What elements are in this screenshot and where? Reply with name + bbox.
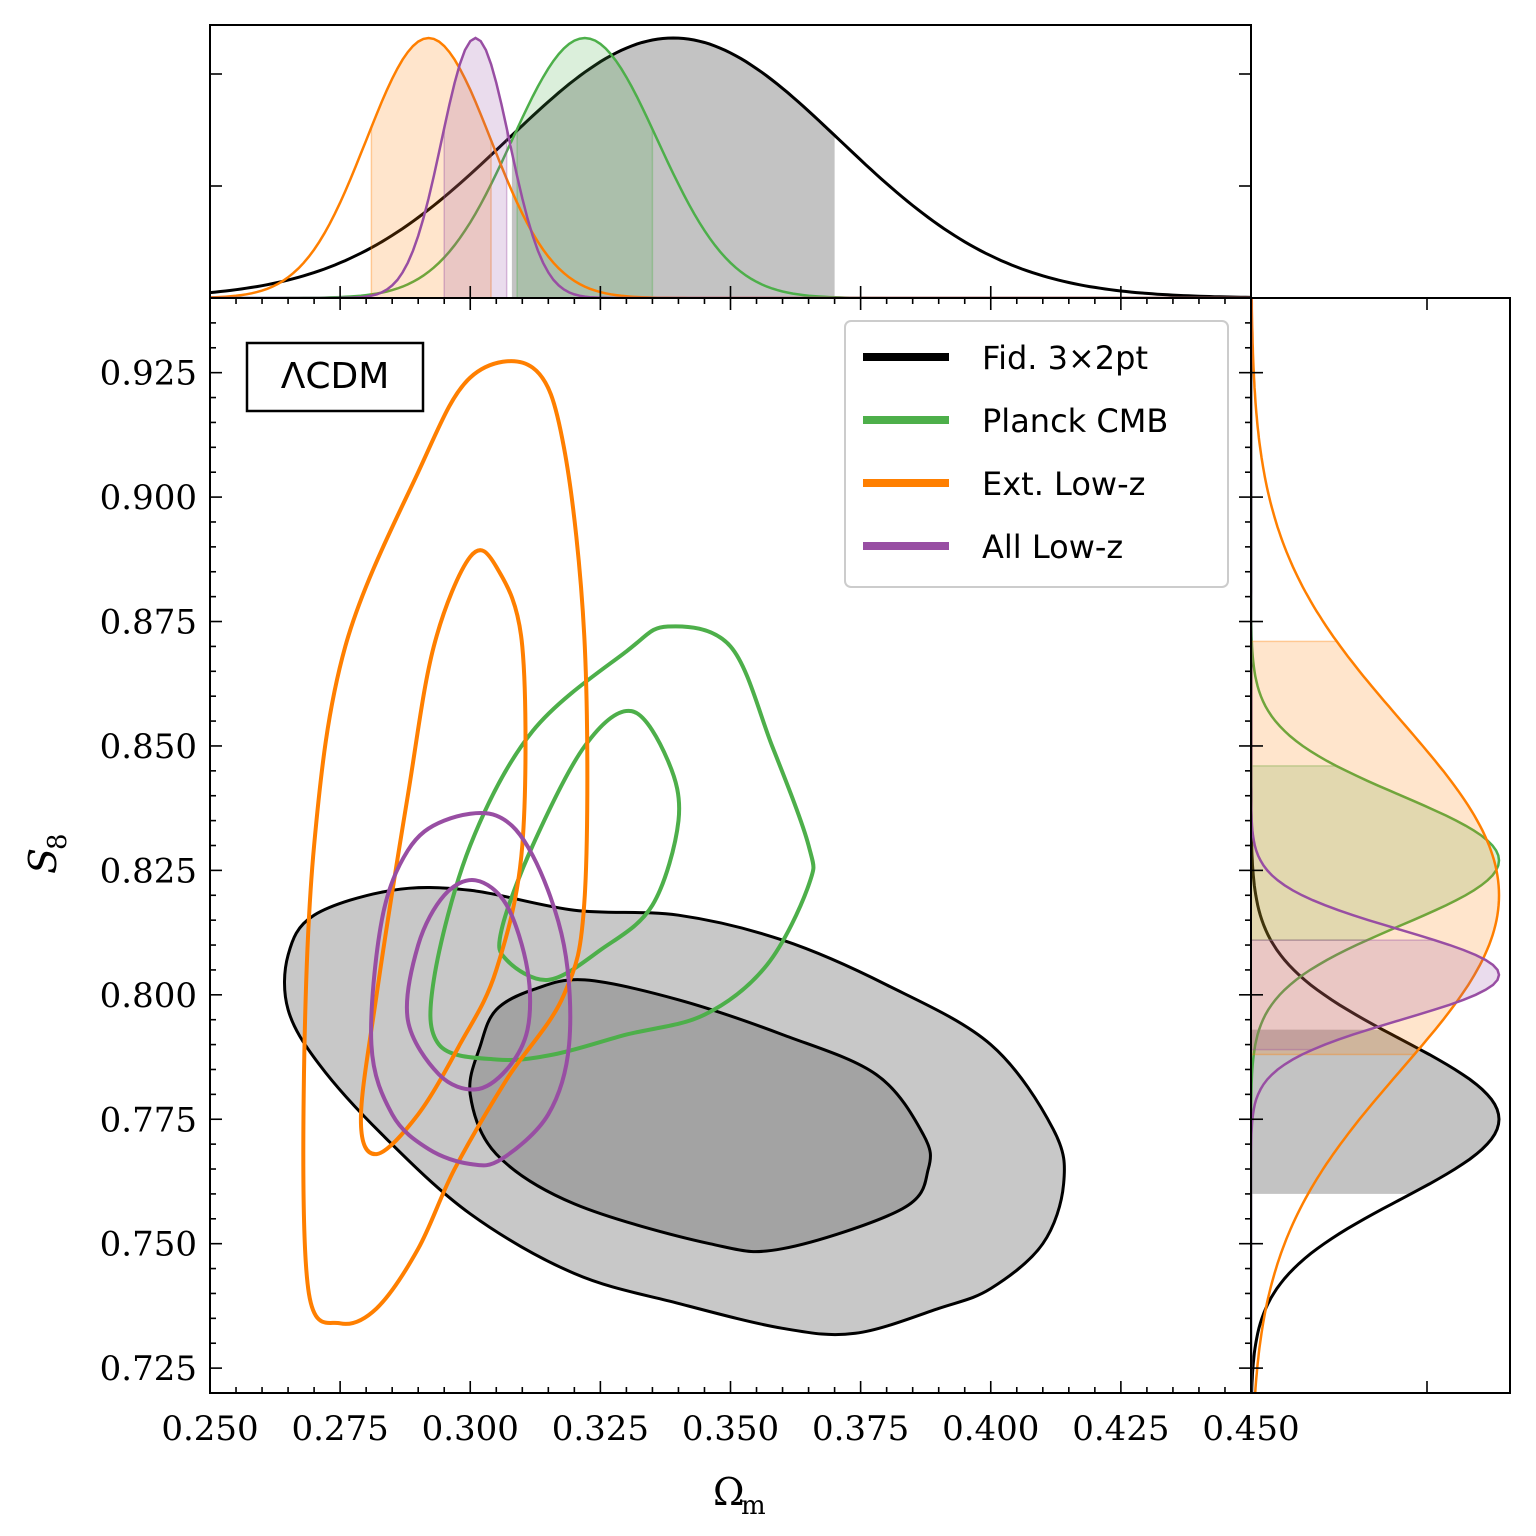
all-contour95 <box>369 811 573 1168</box>
y-tick-label: 0.800 <box>100 976 197 1016</box>
legend-label: Fid. 3×2pt <box>982 339 1148 377</box>
x-tick-label: 0.350 <box>682 1409 779 1449</box>
y-tick-label: 0.900 <box>100 478 197 518</box>
all-marginal-y-curve <box>1251 298 1501 1393</box>
y-tick-label: 0.775 <box>100 1100 197 1140</box>
y-tick-label: 0.925 <box>100 354 197 394</box>
svg-text:Ω: Ω <box>713 1470 745 1514</box>
x-tick-label: 0.400 <box>942 1409 1039 1449</box>
x-tick-label: 0.450 <box>1202 1409 1299 1449</box>
x-tick-label: 0.325 <box>552 1409 649 1449</box>
legend-label: Ext. Low-z <box>982 465 1145 503</box>
ext-contour68 <box>358 548 528 1157</box>
top-marginal-panel <box>209 24 1252 299</box>
x-tick-label: 0.425 <box>1072 1409 1169 1449</box>
y-tick-label: 0.850 <box>100 727 197 767</box>
y-tick-label: 0.725 <box>100 1349 197 1389</box>
svg-text:S: S <box>21 848 65 874</box>
fid-contour95 <box>283 885 1066 1337</box>
planck-contour68 <box>497 708 682 982</box>
legend-item-fid: Fid. 3×2pt <box>863 339 1148 377</box>
fid-marginal-x-fill <box>511 38 835 298</box>
x-tick-label: 0.250 <box>161 1409 258 1449</box>
y-axis-label: S 8 <box>21 833 73 874</box>
x-tick-label: 0.300 <box>422 1409 519 1449</box>
x-axis-label: Ω m <box>713 1470 766 1521</box>
svg-text:8: 8 <box>43 833 73 850</box>
planck-contour95 <box>428 624 816 1063</box>
all-contour68 <box>404 878 533 1092</box>
main-contour-panel: 0.250 0.275 0.300 0.325 0.350 0.375 0.400 0.425… <box>100 297 1300 1449</box>
x-tick-label: 0.375 <box>812 1409 909 1449</box>
ext-marginal-x-curve <box>210 36 1251 298</box>
y-tick-label: 0.875 <box>100 603 197 643</box>
svg-text:m: m <box>741 1491 766 1521</box>
top-ticks <box>209 73 1252 298</box>
all-marginal-x-curve <box>210 36 1251 298</box>
right-marginal-panel <box>1250 297 1511 1394</box>
legend-label: Planck CMB <box>982 402 1168 440</box>
fid-contour68 <box>468 978 932 1254</box>
legend: Fid. 3×2pt Planck CMB Ext. Low-z All Low-z <box>844 320 1229 588</box>
fid-marginal-y-fill <box>1251 1029 1499 1194</box>
right-ticks <box>1251 298 1428 1393</box>
ext-marginal-y-curve <box>1251 298 1501 1393</box>
y-tick-label: 0.750 <box>100 1225 197 1265</box>
y-tick-label: 0.825 <box>100 851 197 891</box>
planck-marginal-y-curve <box>1251 298 1501 1393</box>
model-badge-text: ΛCDM <box>281 356 390 397</box>
legend-item-planck: Planck CMB <box>863 402 1168 440</box>
legend-item-ext: Ext. Low-z <box>863 465 1145 503</box>
main-ticks <box>209 297 1252 1394</box>
model-badge: ΛCDM <box>245 341 425 413</box>
fid-marginal-x-curve <box>210 36 1251 298</box>
ext-contour95 <box>301 359 590 1326</box>
x-tick-label: 0.275 <box>291 1409 388 1449</box>
legend-label: All Low-z <box>982 528 1123 566</box>
legend-item-all: All Low-z <box>863 528 1123 566</box>
